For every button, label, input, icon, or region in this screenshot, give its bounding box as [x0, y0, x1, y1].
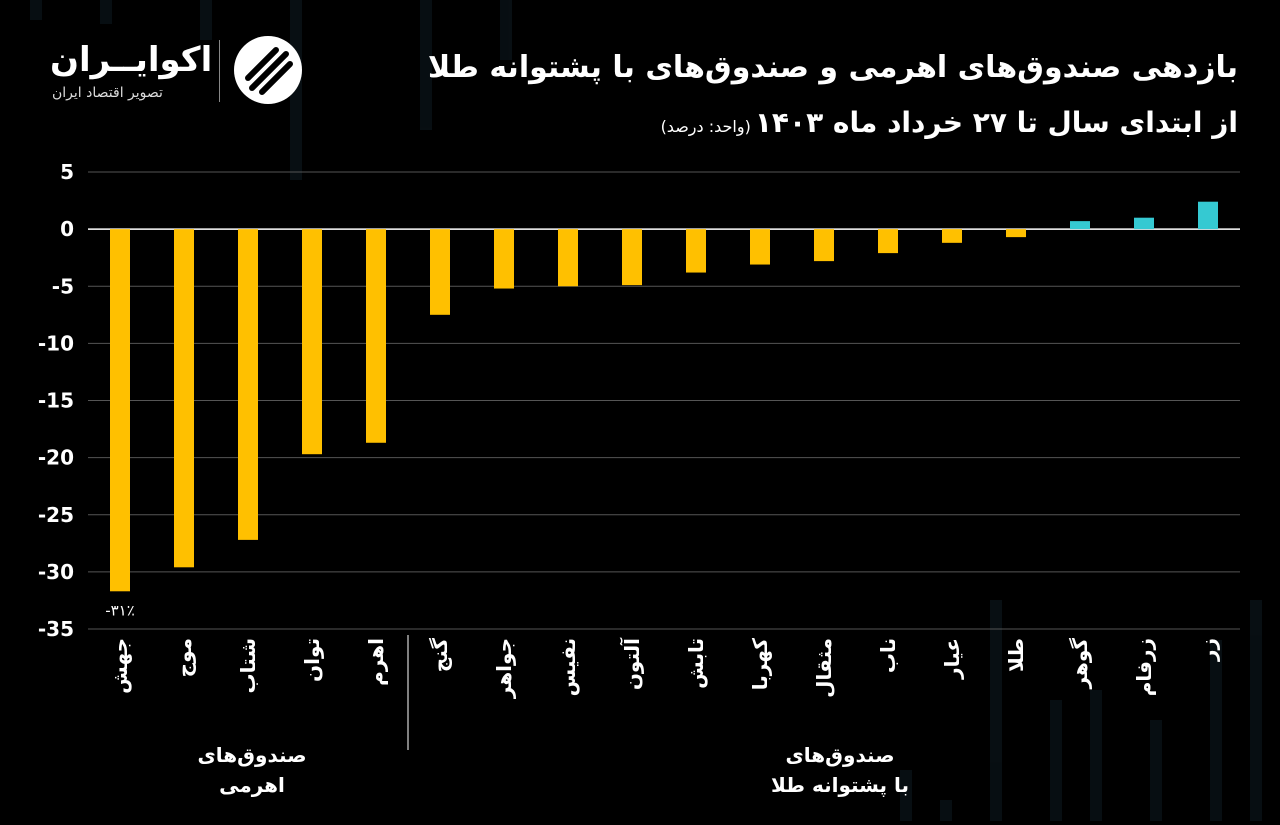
y-tick-label: 5: [60, 160, 74, 184]
bar: [1006, 229, 1026, 238]
decor-bar-0: [30, 0, 42, 20]
x-tick-label: زرفام: [1132, 638, 1156, 696]
y-tick-label: -30: [38, 560, 74, 584]
decor-bar-10: [1210, 640, 1222, 821]
x-tick-label: مثقال: [812, 638, 836, 698]
logo-subtitle: تصویر اقتصاد ایران: [52, 85, 163, 101]
bar: [1134, 217, 1154, 230]
bar: [238, 229, 258, 540]
x-tick-label: جهش: [108, 638, 132, 694]
decor-bar-12: [900, 770, 912, 821]
bar: [814, 229, 834, 262]
x-tick-label: طلا: [1004, 638, 1028, 672]
decor-bar-7: [1050, 700, 1062, 821]
x-tick-label: زر: [1196, 638, 1220, 662]
y-tick-label: -20: [38, 446, 74, 470]
group-gold-line-2: با پشتوانه طلا: [770, 773, 910, 797]
logo-divider: [219, 40, 220, 102]
bar: [878, 229, 898, 254]
decor-bar-13: [940, 800, 952, 821]
decor-bar-2: [200, 0, 212, 40]
decor-bar-3: [290, 0, 302, 180]
bar: [686, 229, 706, 273]
bar: [942, 229, 962, 243]
bar: [622, 229, 642, 286]
chart-title: بازدهی صندوق‌های اهرمی و صندوق‌های با پش…: [427, 50, 1238, 85]
decor-bar-1: [100, 0, 112, 24]
group-gold-line-1: صندوق‌های: [785, 743, 895, 767]
chart-subtitle-text: از ابتدای سال تا ۲۷ خرداد ماه ۱۴۰۳: [754, 106, 1238, 139]
x-tick-label: تابش: [684, 638, 708, 689]
bar: [1198, 201, 1218, 230]
logo-name: اکوایــران: [50, 40, 213, 80]
bars: [110, 201, 1218, 592]
bar: [174, 229, 194, 568]
decor-bar-4: [420, 0, 432, 130]
y-tick-label: -5: [52, 274, 74, 298]
decor-bar-5: [500, 0, 512, 60]
x-tick-label: شتاب: [236, 638, 260, 693]
y-tick-label: -15: [38, 389, 74, 413]
x-tick-label: ناب: [876, 638, 900, 673]
decor-bar-8: [1090, 690, 1102, 821]
y-axis-ticks: 5 0 -5 -10 -15 -20 -25 -30 -35: [38, 160, 74, 641]
x-tick-label: توان: [300, 638, 324, 682]
decor-bar-9: [1150, 720, 1162, 821]
x-axis-labels: جهش موج شتاب توان اهرم گنج جواهر نفیس آلتون تابش ک…: [108, 637, 1220, 699]
x-tick-label: اهرم: [364, 638, 388, 686]
unit-label: (واحد: درصد): [660, 117, 751, 136]
x-tick-label: آلتون: [619, 637, 644, 690]
x-tick-label: موج: [172, 638, 196, 677]
y-tick-label: -25: [38, 503, 74, 527]
x-tick-label: عیار: [940, 638, 964, 680]
bar: [430, 229, 450, 315]
bar: [302, 229, 322, 455]
bar: [366, 229, 386, 443]
logo-icon: [234, 36, 302, 104]
y-tick-label: -10: [38, 331, 74, 355]
decor-bar-6: [990, 600, 1002, 821]
x-tick-label: نفیس: [556, 638, 580, 696]
bar: [110, 229, 130, 592]
y-tick-label: -35: [38, 617, 74, 641]
chart-subtitle: از ابتدای سال تا ۲۷ خرداد ماه ۱۴۰۳(واحد:…: [661, 106, 1238, 139]
data-label: -۳۱٪: [105, 601, 135, 619]
group-label-gold: صندوق‌های با پشتوانه طلا: [740, 740, 940, 800]
bar: [494, 229, 514, 289]
x-tick-label: گوهر: [1068, 638, 1092, 690]
gridlines: [88, 171, 1240, 630]
x-tick-label: کهربا: [748, 638, 772, 691]
bar: [558, 229, 578, 287]
x-tick-label: جواهر: [492, 638, 516, 699]
y-tick-label: 0: [60, 217, 74, 241]
background-decoration: [30, 0, 1262, 821]
decor-bar-11: [1250, 600, 1262, 821]
bar: [1070, 221, 1090, 230]
data-labels: -۳۱٪: [105, 601, 135, 619]
bar: [750, 229, 770, 265]
group-leverage-line-2: اهرمی: [219, 773, 285, 797]
x-tick-label: گنج: [428, 638, 452, 673]
group-leverage-line-1: صندوق‌های: [197, 743, 307, 767]
group-label-leverage: صندوق‌های اهرمی: [182, 740, 322, 800]
